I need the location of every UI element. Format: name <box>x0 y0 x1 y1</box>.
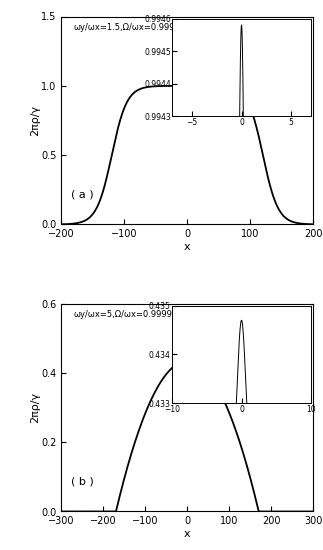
Y-axis label: 2πρ/γ: 2πρ/γ <box>30 392 40 423</box>
Text: ωy/ωx=1.5,Ω/ωx=0.9999,N=200: ωy/ωx=1.5,Ω/ωx=0.9999,N=200 <box>74 23 213 32</box>
Text: ωy/ωx=5,Ω/ωx=0.9999,N=200: ωy/ωx=5,Ω/ωx=0.9999,N=200 <box>74 310 204 319</box>
X-axis label: x: x <box>184 242 191 252</box>
Text: ( a ): ( a ) <box>71 189 94 200</box>
Text: ( b ): ( b ) <box>71 476 94 486</box>
Y-axis label: 2πρ/γ: 2πρ/γ <box>30 105 40 136</box>
X-axis label: x: x <box>184 529 191 539</box>
